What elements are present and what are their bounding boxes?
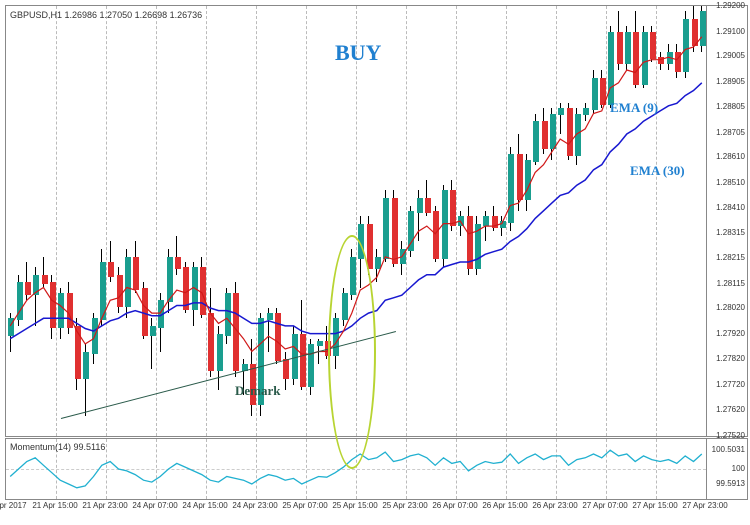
annotation-buy: BUY: [335, 40, 381, 66]
highlight-ellipse: [328, 235, 376, 469]
y-tick: 1.28020: [709, 303, 745, 312]
y-tick: 1.29100: [709, 27, 745, 36]
y-tick: 1.28905: [709, 77, 745, 86]
y-tick: 1.29005: [709, 51, 745, 60]
y-tick: 1.28115: [709, 279, 745, 288]
y-tick-sub: 100: [709, 464, 745, 473]
x-tick: 27 Apr 07:00: [582, 501, 627, 510]
x-tick: 21 Apr 2017: [0, 501, 27, 510]
x-tick: 24 Apr 23:00: [232, 501, 277, 510]
chart-header: GBPUSD,H1 1.26986 1.27050 1.26698 1.2673…: [10, 10, 202, 20]
x-tick: 26 Apr 15:00: [482, 501, 527, 510]
x-tick: 25 Apr 07:00: [282, 501, 327, 510]
x-tick: 25 Apr 15:00: [332, 501, 377, 510]
x-tick: 27 Apr 15:00: [632, 501, 677, 510]
x-tick: 24 Apr 07:00: [132, 501, 177, 510]
y-tick: 1.28315: [709, 228, 745, 237]
x-tick: 26 Apr 23:00: [532, 501, 577, 510]
price-yaxis: 1.292001.291001.290051.289051.288051.287…: [706, 5, 748, 437]
y-tick-sub: 100.5031: [709, 445, 745, 454]
y-tick: 1.28215: [709, 253, 745, 262]
momentum-yaxis: 100.5031 100 99.5913: [706, 438, 748, 500]
y-tick: 1.27820: [709, 354, 745, 363]
y-tick: 1.27620: [709, 405, 745, 414]
annotation-ema-9-: EMA (9): [610, 100, 658, 116]
y-tick: 1.28510: [709, 178, 745, 187]
x-tick: 21 Apr 15:00: [32, 501, 77, 510]
x-tick: 26 Apr 07:00: [432, 501, 477, 510]
y-tick: 1.28805: [709, 102, 745, 111]
x-tick: 27 Apr 23:00: [682, 501, 727, 510]
annotation-demark: Demark: [235, 383, 281, 399]
x-tick: 24 Apr 15:00: [182, 501, 227, 510]
annotation-ema-30-: EMA (30): [630, 163, 685, 179]
y-tick: 1.27720: [709, 380, 745, 389]
y-tick: 1.28610: [709, 152, 745, 161]
y-tick: 1.27920: [709, 329, 745, 338]
y-tick: 1.29200: [709, 1, 745, 10]
y-tick-sub: 99.5913: [709, 479, 745, 488]
x-tick: 25 Apr 23:00: [382, 501, 427, 510]
momentum-header: Momentum(14) 99.5116: [10, 442, 105, 452]
y-tick: 1.28705: [709, 128, 745, 137]
x-tick: 21 Apr 23:00: [82, 501, 127, 510]
y-tick: 1.28410: [709, 203, 745, 212]
